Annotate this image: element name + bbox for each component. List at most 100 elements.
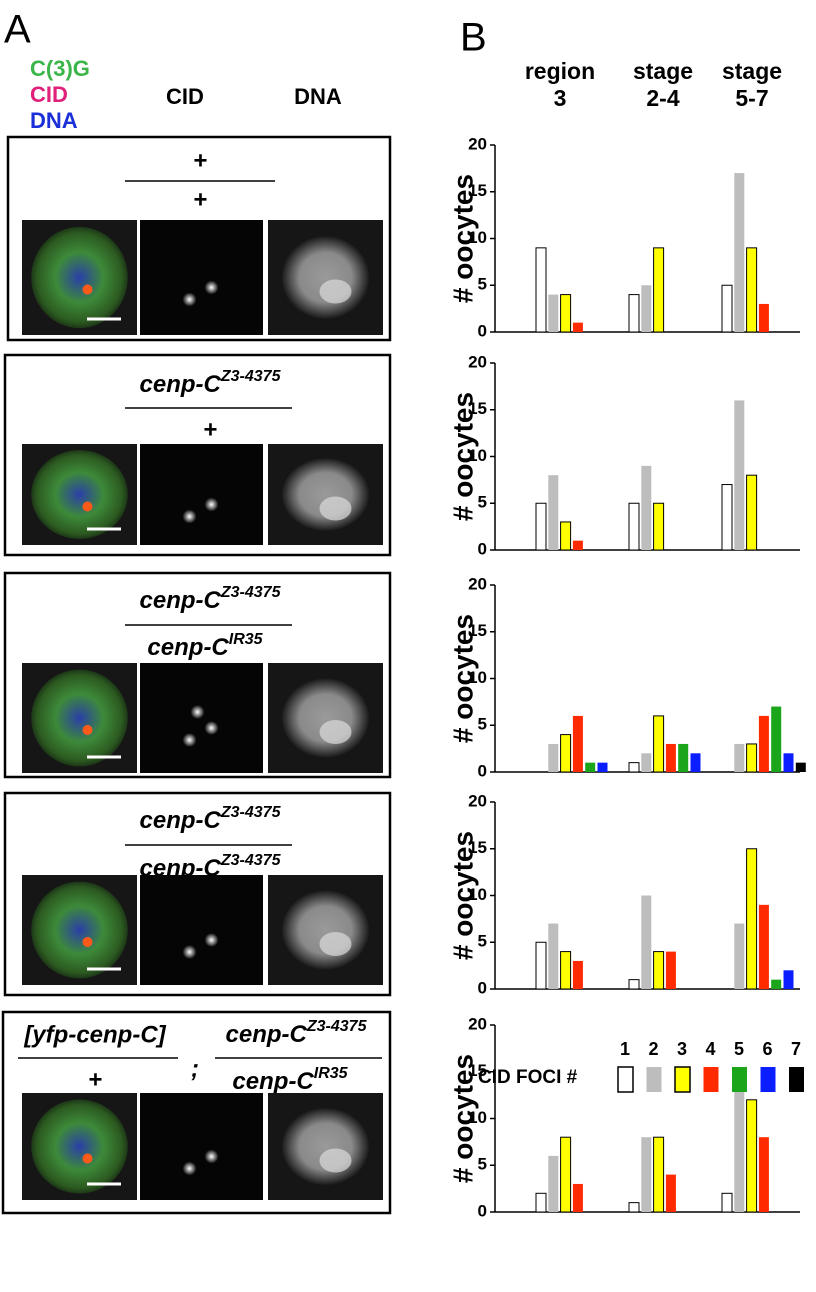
merge-header: DNA <box>30 108 78 133</box>
y-tick-label: 10 <box>468 1108 487 1127</box>
bar <box>758 904 769 989</box>
bar <box>641 753 652 772</box>
nucleus-stain <box>31 450 128 539</box>
legend-label: 2 <box>648 1039 658 1059</box>
merge-header: CID <box>30 82 68 107</box>
cid-signal <box>82 725 93 735</box>
y-tick-label: 15 <box>468 1061 487 1080</box>
category-label: stage 5-7 <box>721 58 783 111</box>
dna-stain <box>281 678 370 758</box>
bar <box>548 923 559 989</box>
bar <box>628 979 640 990</box>
genotype-denominator: + <box>203 416 217 443</box>
genotype-denominator: cenp-CIR35 <box>147 631 263 661</box>
genotype-denominator: + <box>193 186 207 213</box>
y-tick-label: 0 <box>478 539 487 558</box>
bar <box>572 322 583 332</box>
y-axis-label: # oocytes <box>447 614 478 743</box>
dna-stain <box>281 1107 370 1186</box>
bar <box>721 284 733 333</box>
y-tick-label: 5 <box>478 715 487 734</box>
bar <box>572 1183 583 1212</box>
cid-focus <box>204 1149 219 1164</box>
bar <box>535 502 547 551</box>
bar <box>628 762 640 773</box>
y-axis-label: # oocytes <box>447 1054 478 1183</box>
column-header: DNA <box>294 84 342 109</box>
merge-header: C(3)G <box>30 56 90 81</box>
category-label: region 3 <box>524 58 596 111</box>
genotype-box <box>6 135 392 342</box>
y-axis-label: # oocytes <box>447 831 478 960</box>
legend-label: 7 <box>791 1039 801 1059</box>
bar <box>795 762 806 772</box>
y-tick-label: 10 <box>468 885 487 904</box>
legend-label: 3 <box>677 1039 687 1059</box>
dna-stain <box>281 890 370 970</box>
dna-bright <box>319 720 352 744</box>
dna-stain <box>281 236 370 319</box>
bar <box>746 848 758 990</box>
cid-signal <box>82 937 93 947</box>
bar <box>678 743 689 772</box>
legend-label: 5 <box>734 1039 744 1059</box>
genotype-box <box>1 1010 392 1215</box>
cid-focus <box>204 933 219 947</box>
bar <box>665 743 676 772</box>
bar <box>721 1192 733 1213</box>
bar <box>665 1174 676 1212</box>
y-tick-label: 20 <box>468 791 487 810</box>
y-tick-label: 5 <box>478 1155 487 1174</box>
y-axis-label: # oocytes <box>447 174 478 303</box>
genotype-numerator: cenp-CZ3-4375 <box>226 1018 368 1048</box>
bar <box>771 979 782 989</box>
nucleus-stain <box>31 226 128 329</box>
bar <box>734 743 745 772</box>
genotype-box <box>3 353 392 557</box>
y-tick-label: 10 <box>468 668 487 687</box>
bar <box>535 1192 547 1213</box>
y-tick-label: 10 <box>468 446 487 465</box>
bar <box>628 502 640 551</box>
bar <box>560 521 572 551</box>
transgene-numerator: [yfp-cenp-C] <box>23 1021 166 1048</box>
micrograph <box>140 663 263 773</box>
bar <box>758 303 769 332</box>
cid-signal <box>82 1153 93 1164</box>
legend-swatch <box>674 1066 691 1093</box>
bar <box>653 247 665 333</box>
genotype-numerator: cenp-CZ3-4375 <box>140 804 282 834</box>
bar <box>758 715 769 772</box>
bar <box>734 923 745 989</box>
y-tick-label: 5 <box>478 493 487 512</box>
legend-swatch <box>703 1067 719 1092</box>
bar <box>653 1136 665 1213</box>
genotype-numerator: + <box>193 147 207 174</box>
y-tick-label: 0 <box>478 321 487 340</box>
bar <box>734 400 745 550</box>
y-tick-label: 15 <box>468 621 487 640</box>
bar <box>597 762 608 772</box>
genotype-numerator: cenp-CZ3-4375 <box>140 584 282 614</box>
bar <box>690 753 701 772</box>
category-label: stage 2-4 <box>632 58 694 111</box>
micrograph <box>140 875 263 985</box>
y-tick-label: 15 <box>468 838 487 857</box>
panel-label: A <box>4 8 31 52</box>
bar <box>783 970 794 989</box>
y-tick-label: 20 <box>468 574 487 593</box>
bar <box>734 173 745 332</box>
bar <box>746 1099 758 1213</box>
bar <box>746 743 758 773</box>
bar <box>734 1090 745 1212</box>
dna-bright <box>319 1148 352 1173</box>
y-tick-label: 20 <box>468 134 487 153</box>
bar <box>572 540 583 550</box>
genotype-box <box>3 791 392 997</box>
bar <box>746 474 758 551</box>
panel-label: B <box>460 16 487 60</box>
bar <box>535 941 547 990</box>
micrograph <box>140 220 263 335</box>
bar <box>560 951 572 990</box>
